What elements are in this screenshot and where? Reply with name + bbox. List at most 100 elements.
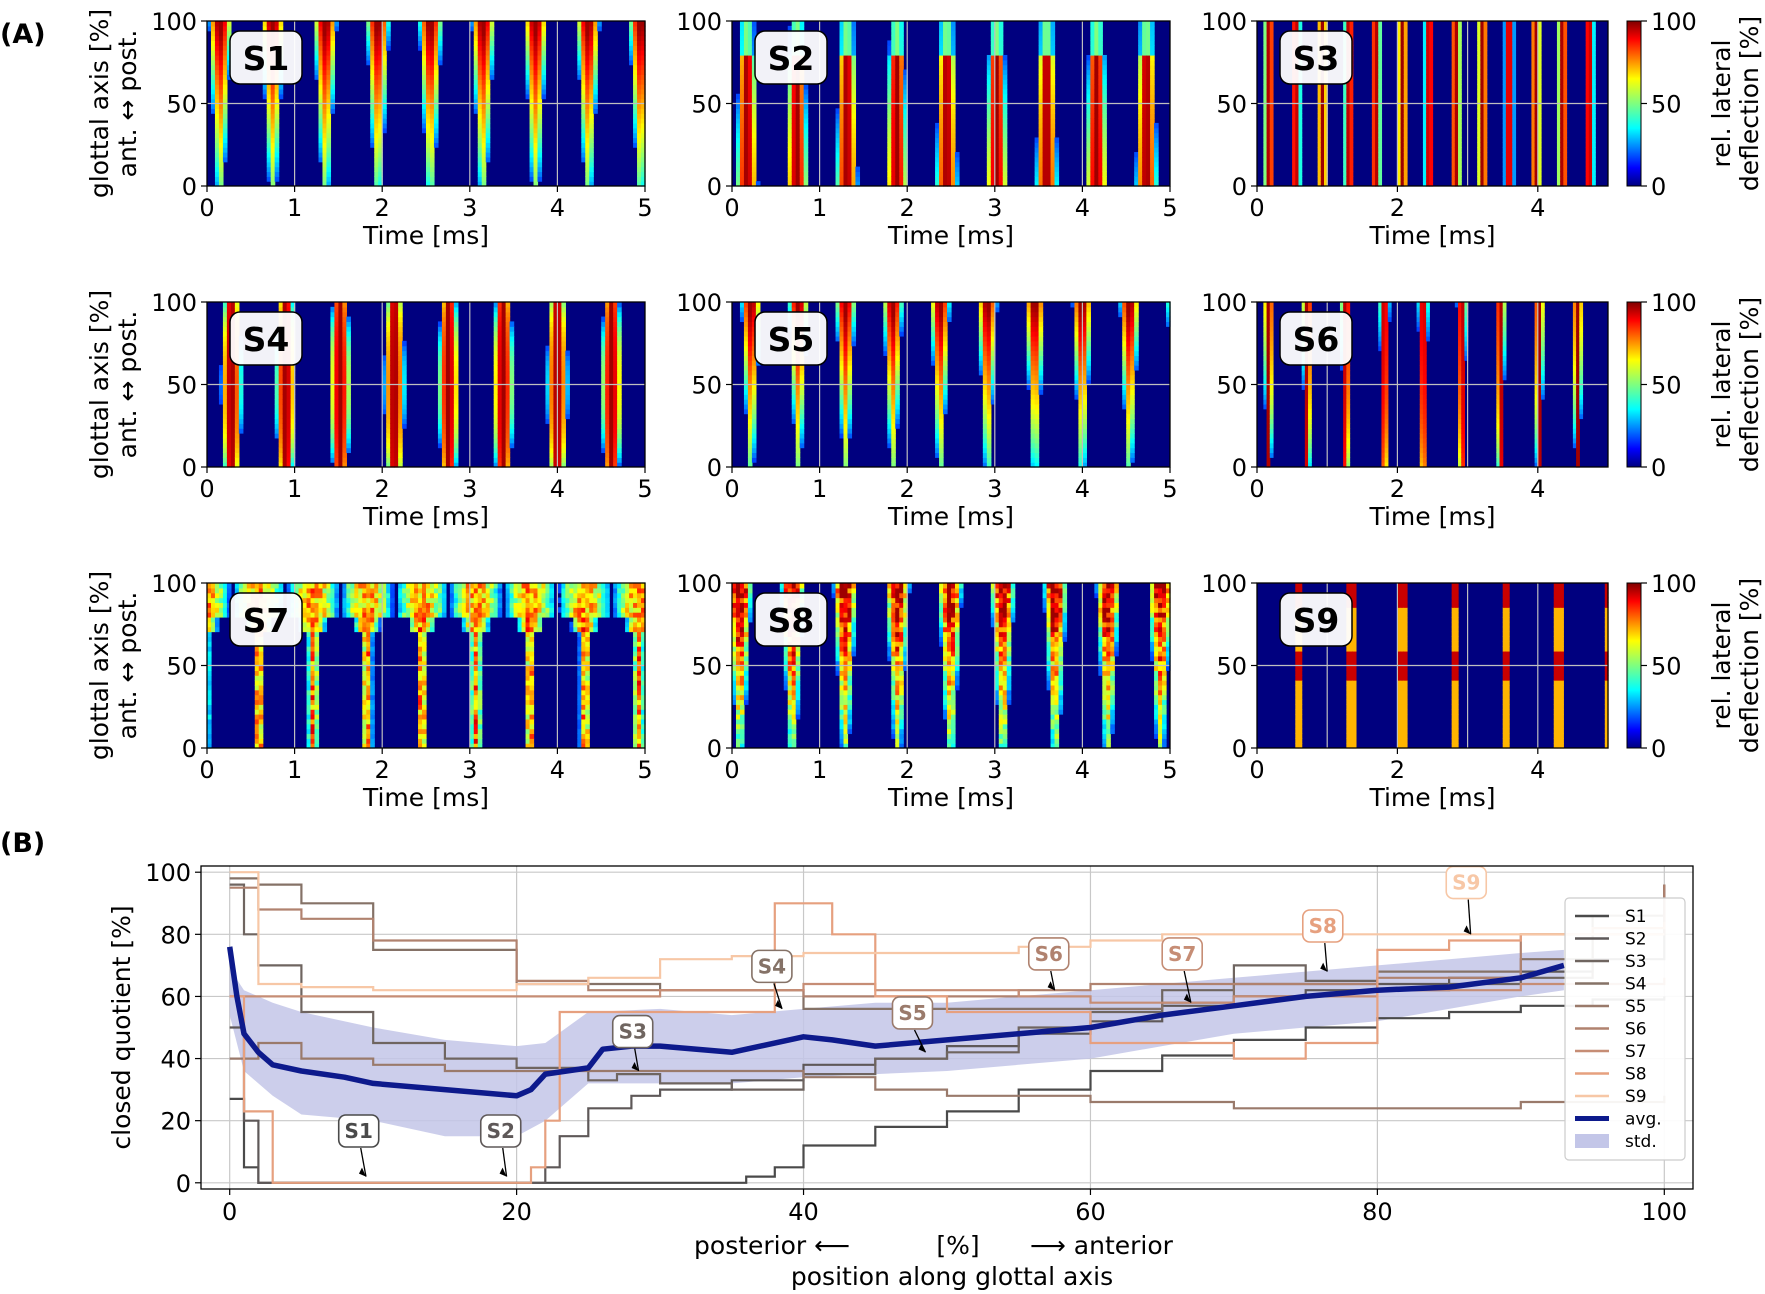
kymogram-cell [1343, 166, 1347, 173]
kymogram-cell [1266, 176, 1271, 182]
kymogram-cell [887, 152, 892, 158]
kymogram-cell [497, 433, 503, 439]
kymogram-cell [1509, 54, 1513, 61]
kymogram-cell [585, 181, 590, 187]
kymogram-cell [1266, 147, 1271, 153]
kymogram-cell [529, 156, 535, 163]
kymogram-cell [847, 59, 853, 66]
kymogram-cell [1560, 147, 1564, 153]
kymogram-cell [633, 132, 638, 139]
kymogram-cell [986, 54, 992, 61]
kymogram-cell [1422, 88, 1427, 95]
kymogram-cell [322, 181, 328, 187]
kymogram-cell [326, 30, 332, 37]
kymogram-cell [501, 340, 507, 347]
kymogram-cell [234, 389, 240, 395]
kymogram-cell [1263, 171, 1268, 177]
kymogram-cell [887, 147, 892, 153]
kymogram-cell [286, 306, 292, 313]
kymogram-cell [637, 98, 642, 105]
kymogram-cell [1146, 161, 1151, 168]
kymogram-cell [1534, 118, 1539, 124]
kymogram-cell [481, 79, 487, 85]
kymogram-cell [739, 156, 745, 163]
kymogram-cell [1038, 171, 1044, 177]
kymogram-cell [1505, 176, 1510, 182]
kymogram-cell [270, 161, 276, 168]
kymogram-cell [1531, 166, 1536, 173]
kymogram-cell [581, 152, 586, 158]
kymogram-cell [1038, 113, 1044, 119]
kymogram-cell [1403, 166, 1408, 173]
kymogram-cell [1429, 137, 1434, 143]
kymogram-cell [1094, 69, 1099, 75]
kymogram-cell [441, 403, 447, 410]
kymogram-cell [481, 103, 487, 109]
kymogram-cell [1038, 127, 1044, 134]
kymogram-cell [334, 360, 339, 366]
kymogram-cell [270, 88, 276, 95]
kymogram-cell [839, 88, 845, 95]
kymogram-cell [637, 64, 642, 71]
kymogram-cell [1138, 79, 1143, 85]
kymogram-cell [1403, 176, 1408, 182]
kymogram-cell [382, 98, 387, 105]
kymogram-cell [641, 161, 646, 168]
kymogram-cell [1375, 69, 1379, 75]
kymogram-cell [322, 35, 328, 42]
kymogram-cell [1505, 166, 1510, 173]
kymogram-cell [222, 340, 228, 347]
kymogram-cell [1592, 152, 1596, 158]
kymogram-cell [1038, 64, 1044, 71]
kymogram-cell [493, 316, 499, 323]
kymogram-cell [529, 132, 535, 139]
kymogram-cell [537, 74, 543, 80]
kymogram-cell [1477, 98, 1481, 105]
kymogram-cell [1400, 152, 1405, 158]
kymogram-cell [481, 64, 487, 71]
kymogram-cell [1098, 54, 1103, 61]
kymogram-cell [994, 69, 1000, 75]
kymogram-cell [847, 50, 853, 56]
kymogram-cell [278, 418, 284, 424]
kymogram-cell [334, 418, 339, 424]
kymogram-cell [1502, 166, 1507, 173]
kymogram-cell [525, 40, 531, 46]
kymogram-cell [947, 45, 952, 51]
kymogram-cell [1480, 74, 1485, 80]
kymogram-cell [998, 35, 1004, 42]
kymogram-cell [334, 428, 339, 434]
kymogram-cell [1505, 69, 1510, 75]
kymogram-cell [1371, 156, 1376, 163]
kymogram-cell [1054, 156, 1060, 163]
kymogram-cell [374, 132, 379, 139]
kymogram-cell [326, 152, 332, 158]
kymogram-cell [1266, 64, 1271, 71]
kymogram-cell [346, 442, 351, 449]
kymogram-cell [1556, 93, 1561, 100]
kymogram-cell [739, 171, 745, 177]
kymogram-cell [525, 21, 531, 27]
kymogram-cell [1403, 161, 1408, 168]
kymogram-cell [477, 79, 483, 85]
kymogram-cell [1298, 137, 1303, 143]
kymogram-cell [386, 360, 391, 366]
kymogram-cell [290, 403, 296, 410]
kymogram-cell [895, 21, 900, 27]
kymogram-cell [386, 345, 391, 352]
kymogram-cell [1585, 137, 1590, 143]
kymogram-cell [1098, 171, 1103, 177]
kymogram-cell [326, 171, 332, 177]
kymogram-cell [1458, 98, 1462, 105]
kymogram-cell [1102, 59, 1107, 66]
kymogram-cell [839, 103, 845, 109]
kymogram-cell [1534, 122, 1539, 129]
kymogram-cell [637, 176, 642, 182]
kymogram-cell [1429, 113, 1434, 119]
kymogram-cell [1563, 25, 1568, 32]
kymogram-cell [1102, 88, 1107, 95]
kymogram-cell [326, 118, 332, 124]
kymogram-cell [314, 54, 320, 61]
kymogram-cell [803, 93, 809, 100]
